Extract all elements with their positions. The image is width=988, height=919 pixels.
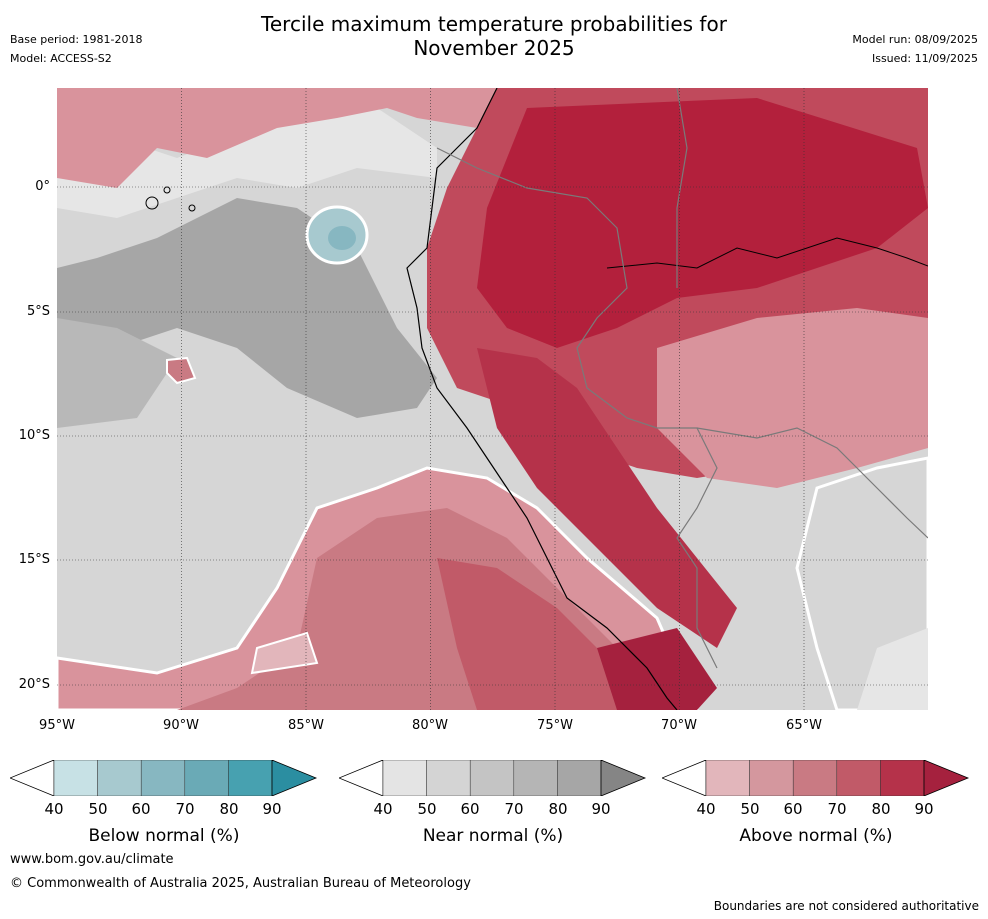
tick-label: 90 bbox=[262, 800, 282, 818]
tick-label: 40 bbox=[373, 800, 393, 818]
tick-label: 90 bbox=[914, 800, 934, 818]
colorbar-segment bbox=[705, 760, 750, 796]
tick-label: 50 bbox=[740, 800, 760, 818]
below-normal-colorbar bbox=[10, 760, 318, 796]
lat-label: 10°S bbox=[18, 428, 50, 443]
above-normal-south-strong bbox=[437, 558, 657, 710]
country-border bbox=[696, 427, 928, 539]
above-normal-title: Above normal (%) bbox=[739, 826, 893, 846]
lon-label: 80°W bbox=[412, 718, 448, 733]
chart-title: Tercile maximum temperature probabilitie… bbox=[0, 12, 988, 60]
map-svg bbox=[57, 88, 928, 710]
lon-label: 75°W bbox=[537, 718, 573, 733]
grid-lines bbox=[57, 88, 928, 710]
colorbar-extend-max bbox=[271, 760, 318, 796]
tick-label: 70 bbox=[827, 800, 847, 818]
colorbar-segment bbox=[53, 760, 98, 796]
disclaimer-text: Boundaries are not considered authoritat… bbox=[713, 899, 979, 913]
lon-label: 70°W bbox=[661, 718, 697, 733]
colorbar-segment bbox=[228, 760, 273, 796]
above-normal-land-strong bbox=[477, 98, 928, 348]
below-normal-core bbox=[328, 226, 356, 250]
lon-label: 85°W bbox=[288, 718, 324, 733]
near-normal-east-light bbox=[857, 628, 928, 710]
model-run: Model run: 08/09/2025 bbox=[852, 33, 978, 46]
above-normal-andes bbox=[477, 348, 737, 648]
tick-label: 60 bbox=[460, 800, 480, 818]
website-link[interactable]: www.bom.gov.au/climate bbox=[10, 852, 174, 867]
lat-label: 0° bbox=[35, 179, 50, 194]
lon-label: 95°W bbox=[39, 718, 75, 733]
near-normal-mid-zone bbox=[57, 318, 177, 428]
tick-label: 70 bbox=[175, 800, 195, 818]
tick-label: 70 bbox=[504, 800, 524, 818]
river-line bbox=[606, 237, 928, 269]
colorbar-segment bbox=[836, 760, 881, 796]
tick-label: 40 bbox=[696, 800, 716, 818]
galapagos-island bbox=[188, 204, 196, 212]
below-normal-title: Below normal (%) bbox=[88, 826, 240, 846]
metadata-left: Base period: 1981-2018 Model: ACCESS-S2 bbox=[10, 30, 142, 68]
colorbar-extend-min bbox=[339, 760, 384, 796]
tick-label: 50 bbox=[88, 800, 108, 818]
country-border bbox=[436, 147, 718, 669]
lat-label: 5°S bbox=[26, 304, 50, 319]
colorbar-segment bbox=[880, 760, 925, 796]
base-period: Base period: 1981-2018 bbox=[10, 33, 143, 46]
tick-label: 80 bbox=[548, 800, 568, 818]
lon-label: 65°W bbox=[786, 718, 822, 733]
above-normal-colorbar bbox=[662, 760, 970, 796]
near-normal-colorbar bbox=[339, 760, 647, 796]
tick-label: 60 bbox=[131, 800, 151, 818]
above-normal-interior-light bbox=[657, 308, 928, 488]
tick-label: 40 bbox=[44, 800, 64, 818]
colorbar-segment bbox=[426, 760, 471, 796]
lat-label: 15°S bbox=[18, 552, 50, 567]
colorbar-extend-max bbox=[923, 760, 970, 796]
tick-label: 50 bbox=[417, 800, 437, 818]
colorbar-segment bbox=[792, 760, 838, 796]
above-normal-nw bbox=[57, 88, 507, 188]
colorbar-extend-max bbox=[600, 760, 647, 796]
above-normal-island bbox=[166, 356, 197, 385]
issued-date: Issued: 11/09/2025 bbox=[871, 52, 978, 65]
colorbar-extend-min bbox=[662, 760, 707, 796]
colorbar-segment bbox=[184, 760, 229, 796]
above-normal-south-pocket bbox=[250, 631, 319, 675]
model-name: Model: ACCESS-S2 bbox=[10, 52, 112, 65]
colorbar-segment bbox=[557, 760, 602, 796]
near-normal-light-zone bbox=[57, 108, 437, 218]
colorbar-segment bbox=[469, 760, 515, 796]
colorbar-segment bbox=[749, 760, 794, 796]
colorbar-segment bbox=[97, 760, 142, 796]
colorbar-segment bbox=[140, 760, 186, 796]
near-normal-title: Near normal (%) bbox=[422, 826, 564, 846]
title-line-1: Tercile maximum temperature probabilitie… bbox=[261, 12, 727, 36]
probability-map bbox=[57, 88, 928, 710]
coastline bbox=[406, 88, 678, 710]
colorbar-extend-min bbox=[10, 760, 55, 796]
tick-label: 80 bbox=[871, 800, 891, 818]
galapagos-island bbox=[163, 186, 171, 194]
tick-label: 80 bbox=[219, 800, 239, 818]
galapagos-island bbox=[145, 196, 159, 210]
lon-label: 90°W bbox=[163, 718, 199, 733]
tick-label: 60 bbox=[783, 800, 803, 818]
colorbar-segment bbox=[513, 760, 558, 796]
country-border bbox=[676, 88, 688, 288]
metadata-right: Model run: 08/09/2025 Issued: 11/09/2025 bbox=[852, 30, 978, 68]
colorbar-segment bbox=[382, 760, 427, 796]
copyright-text: © Commonwealth of Australia 2025, Austra… bbox=[10, 876, 471, 891]
title-line-2: November 2025 bbox=[413, 36, 575, 60]
tick-label: 90 bbox=[591, 800, 611, 818]
lat-label: 20°S bbox=[18, 677, 50, 692]
